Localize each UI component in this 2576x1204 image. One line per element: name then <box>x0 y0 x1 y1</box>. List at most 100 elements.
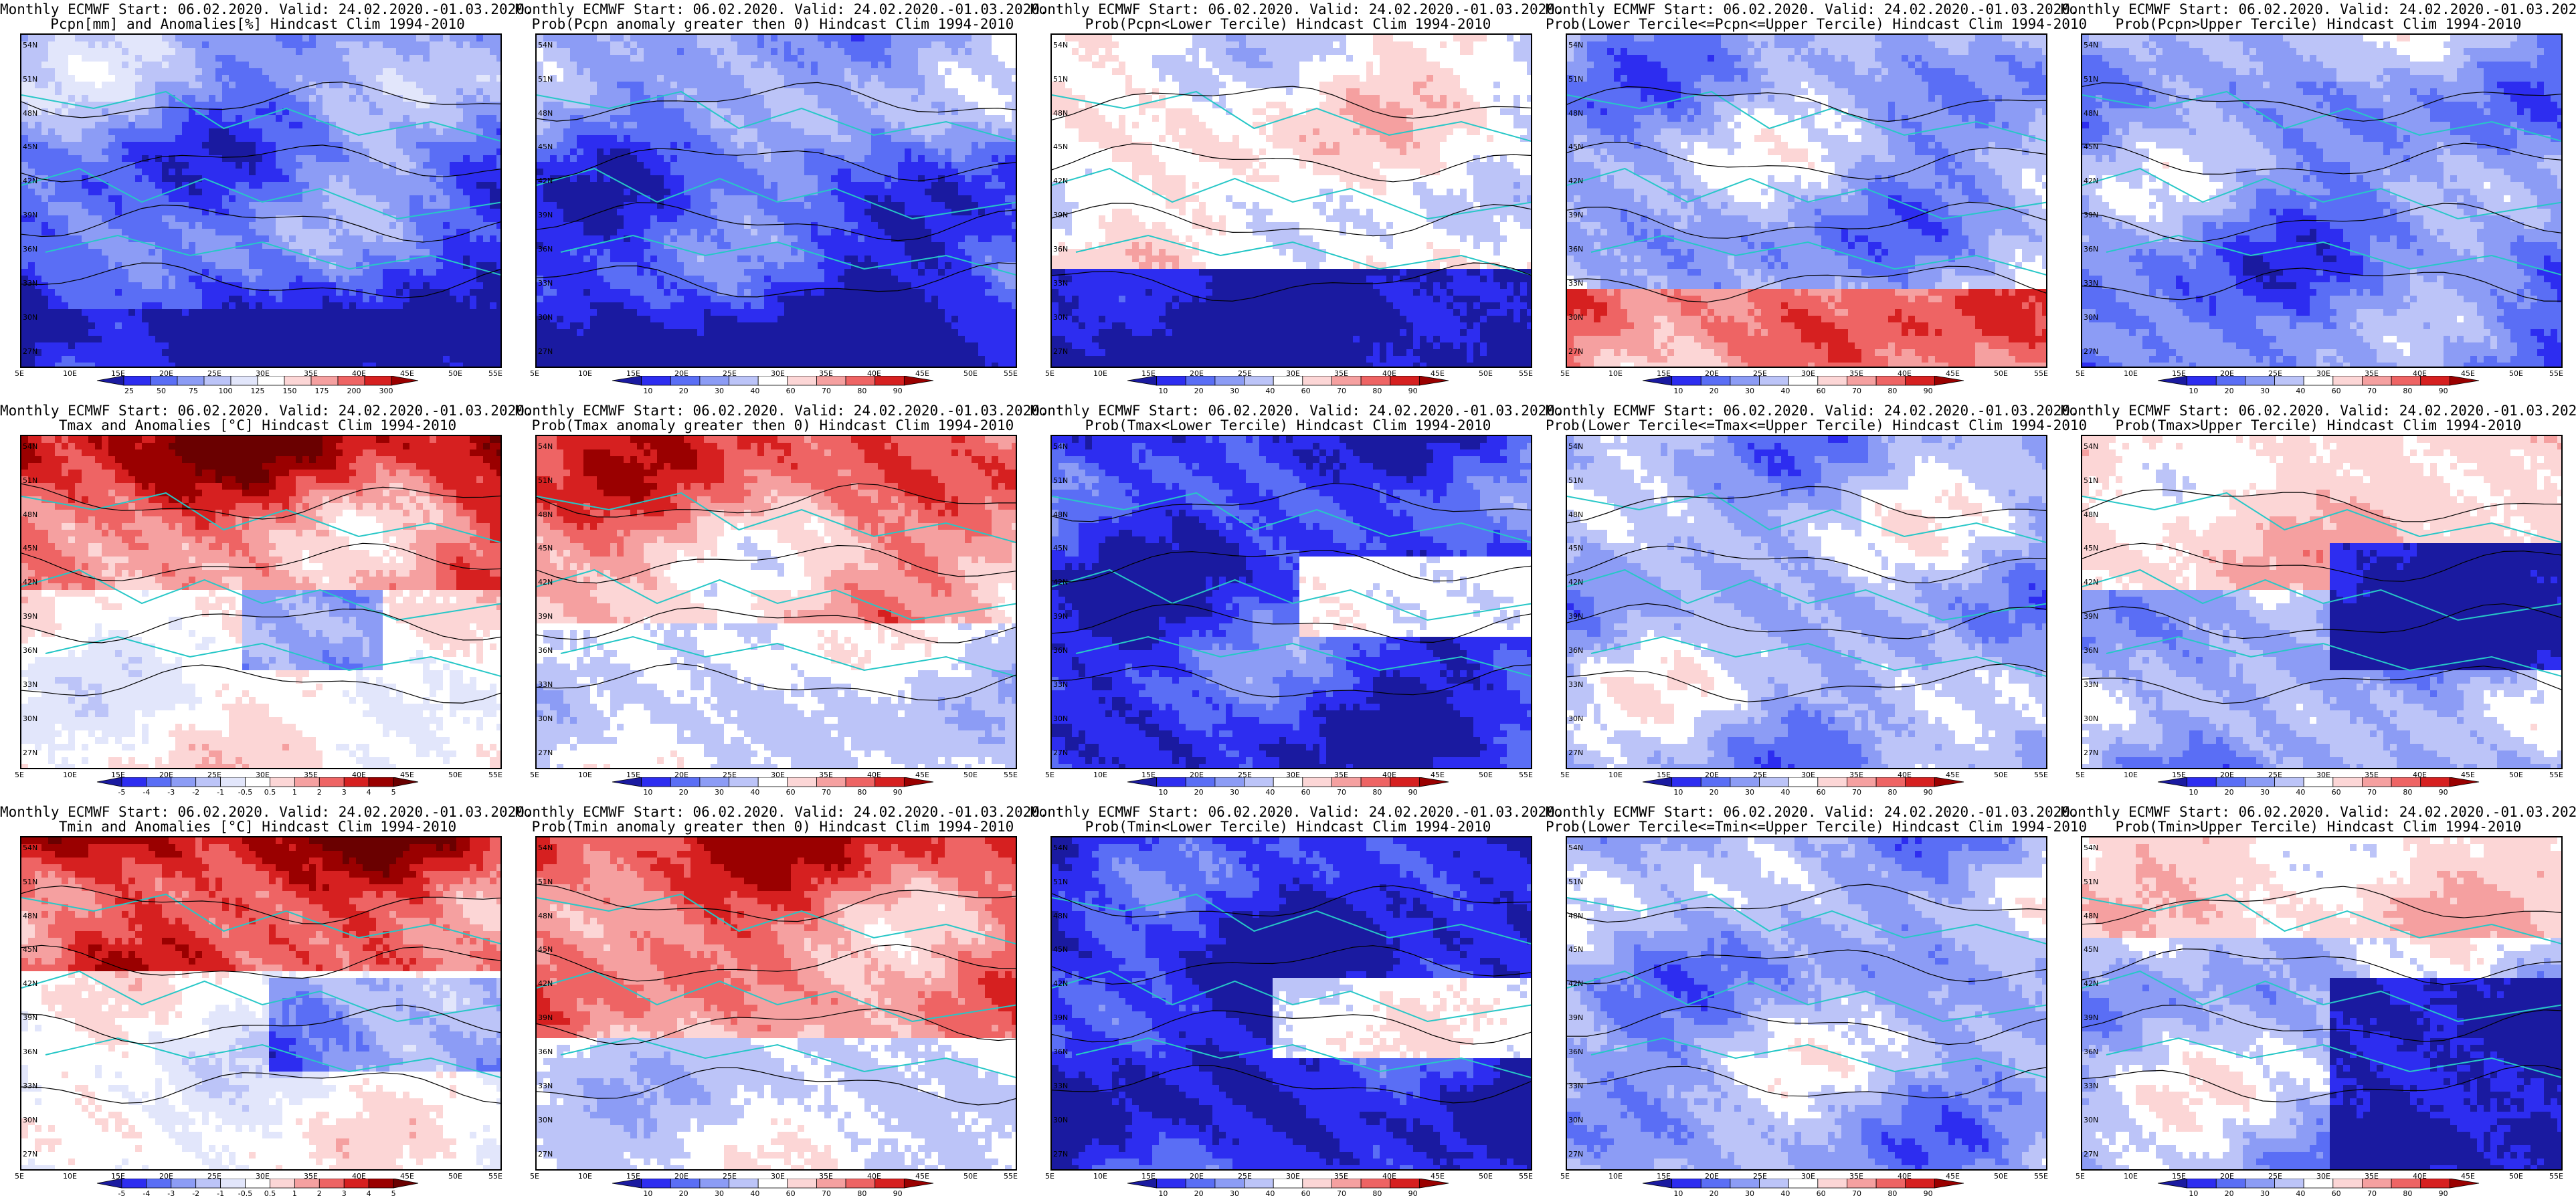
field-cell <box>691 148 698 156</box>
field-cell <box>202 102 209 109</box>
field-cell <box>436 175 444 183</box>
field-cell <box>456 202 464 209</box>
field-cell <box>135 262 143 270</box>
field-cell <box>992 41 999 49</box>
field-cell <box>356 316 363 323</box>
field-cell <box>864 41 872 49</box>
field-cell <box>537 155 544 163</box>
field-cell <box>75 41 82 49</box>
field-cell <box>142 349 149 357</box>
field-cell <box>48 342 56 350</box>
field-cell <box>456 229 464 236</box>
field-cell <box>142 88 149 96</box>
field-cell <box>169 235 176 243</box>
field-cell <box>958 55 965 62</box>
field-cell <box>369 329 377 336</box>
field-cell <box>88 276 96 283</box>
field-cell <box>450 316 457 323</box>
field-cell <box>697 148 705 156</box>
field-cell <box>282 155 290 163</box>
field-cell <box>142 169 149 176</box>
field-cell <box>389 342 397 350</box>
field-cell <box>1012 88 1016 96</box>
field-cell <box>931 75 939 82</box>
field-cell <box>423 195 430 203</box>
field-cell <box>383 242 390 249</box>
field-cell <box>369 249 377 256</box>
field-cell <box>28 342 35 350</box>
field-cell <box>416 229 424 236</box>
field-cell <box>818 82 825 89</box>
field-cell <box>249 289 256 296</box>
field-cell <box>483 229 490 236</box>
field-cell <box>476 122 484 129</box>
field-cell <box>21 135 29 142</box>
field-cell <box>182 349 189 357</box>
field-cell <box>363 209 370 216</box>
field-cell <box>818 108 825 116</box>
field-cell <box>396 48 403 56</box>
field-cell <box>282 316 290 323</box>
field-cell <box>557 41 564 49</box>
field-cell <box>155 249 163 256</box>
field-cell <box>483 68 490 76</box>
field-cell <box>717 122 725 129</box>
field-cell <box>818 41 825 49</box>
field-cell <box>858 82 865 89</box>
field-cell <box>811 95 818 102</box>
field-cell <box>463 82 470 89</box>
field-cell <box>657 115 664 122</box>
field-cell <box>838 88 845 96</box>
field-cell <box>95 148 102 156</box>
field-cell <box>691 35 698 42</box>
field-cell <box>356 75 363 82</box>
field-cell <box>456 262 464 270</box>
field-cell <box>95 62 102 69</box>
field-cell <box>182 68 189 76</box>
field-cell <box>697 155 705 163</box>
field-cell <box>102 82 109 89</box>
field-cell <box>938 48 945 56</box>
field-cell <box>75 329 82 336</box>
field-cell <box>256 108 263 116</box>
field-cell <box>804 115 812 122</box>
field-cell <box>222 209 229 216</box>
field-cell <box>597 48 604 56</box>
field-cell <box>296 35 303 42</box>
field-cell <box>838 108 845 116</box>
field-cell <box>323 75 330 82</box>
field-cell <box>1012 108 1016 116</box>
field-cell <box>610 62 618 69</box>
field-cell <box>537 95 544 102</box>
field-cell <box>189 282 196 290</box>
field-cell <box>88 75 96 82</box>
field-cell <box>403 41 410 49</box>
field-cell <box>409 282 417 290</box>
field-cell <box>128 102 136 109</box>
field-cell <box>851 82 858 89</box>
field-cell <box>777 68 785 76</box>
field-cell <box>28 322 35 330</box>
field-cell <box>41 249 49 256</box>
field-cell <box>302 175 310 183</box>
field-cell <box>329 75 337 82</box>
field-cell <box>436 269 444 276</box>
field-cell <box>242 349 250 357</box>
field-cell <box>637 82 644 89</box>
field-cell <box>162 363 169 367</box>
field-cell <box>978 115 986 122</box>
field-cell <box>323 363 330 367</box>
field-cell <box>88 202 96 209</box>
field-cell <box>583 68 591 76</box>
field-cell <box>396 148 403 156</box>
field-cell <box>135 68 143 76</box>
field-cell <box>222 269 229 276</box>
field-cell <box>911 148 919 156</box>
field-cell <box>383 62 390 69</box>
field-cell <box>242 155 250 163</box>
field-cell <box>891 88 899 96</box>
field-cell <box>376 48 383 56</box>
field-cell <box>128 48 136 56</box>
field-cell <box>316 329 323 336</box>
field-cell <box>48 189 56 196</box>
